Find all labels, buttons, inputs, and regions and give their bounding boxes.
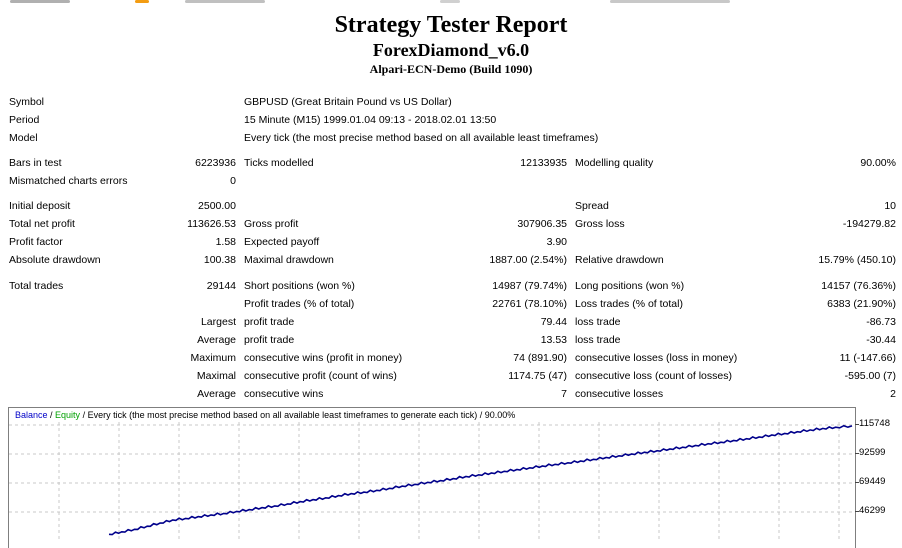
deposit-label: Initial deposit	[9, 200, 71, 212]
strip-fragment	[185, 0, 265, 3]
grossloss-label: Gross loss	[575, 218, 625, 230]
average-profit-value: 13.53	[540, 334, 567, 346]
period-label: Period	[9, 114, 40, 126]
mismatch-label: Mismatched charts errors	[9, 175, 128, 187]
maximal-profit-value: 1174.75 (47)	[508, 370, 567, 382]
bars-value: 6223936	[195, 157, 236, 169]
avgcons-label: Average	[197, 388, 236, 400]
maximal-label: Maximal	[196, 370, 236, 382]
avg-losses-label: consecutive losses	[575, 388, 664, 400]
maximum-label: Maximum	[190, 352, 236, 364]
grossprofit-label: Gross profit	[244, 218, 299, 230]
ticks-label: Ticks modelled	[244, 157, 314, 169]
trades-label: Total trades	[9, 280, 64, 292]
spread-label: Spread	[575, 200, 609, 212]
spread-value: 10	[884, 200, 896, 212]
max-wins-label: consecutive wins (profit in money)	[244, 352, 403, 364]
long-value: 14157 (76.36%)	[821, 280, 896, 292]
short-value: 14987 (79.74%)	[492, 280, 567, 292]
grossprofit-value: 307906.35	[517, 218, 567, 230]
netprofit-label: Total net profit	[9, 218, 75, 230]
largest-profit-label: profit trade	[244, 316, 295, 328]
profittrades-value: 22761 (78.10%)	[492, 298, 567, 310]
strip-fragment	[440, 0, 460, 3]
pf-value: 1.58	[215, 236, 236, 248]
legend-equity: Equity	[55, 410, 81, 420]
long-label: Long positions (won %)	[575, 280, 685, 292]
y-tick-label: 115748	[859, 418, 890, 429]
avg-wins-value: 7	[561, 388, 567, 400]
strip-fragment	[135, 0, 149, 3]
short-label: Short positions (won %)	[244, 280, 355, 292]
average-profit-label: profit trade	[244, 334, 295, 346]
reldd-value: 15.79% (450.10)	[818, 254, 896, 266]
y-tick-mark	[855, 482, 859, 483]
profittrades-label: Profit trades (% of total)	[244, 298, 355, 310]
average-loss-label: loss trade	[575, 334, 621, 346]
y-tick-mark	[855, 453, 859, 454]
largest-label: Largest	[200, 316, 236, 328]
pf-label: Profit factor	[9, 236, 63, 248]
legend-balance: Balance	[15, 410, 48, 420]
legend-separator: /	[47, 410, 56, 420]
legend-description: / Every tick (the most precise method ba…	[80, 410, 516, 420]
maxdd-value: 1887.00 (2.54%)	[489, 254, 567, 266]
y-tick-label: 92599	[859, 447, 886, 458]
avg-losses-value: 2	[890, 388, 896, 400]
payoff-value: 3.90	[546, 236, 567, 248]
mismatch-value: 0	[230, 175, 236, 187]
maximal-profit-label: consecutive profit (count of wins)	[244, 370, 397, 382]
average-label: Average	[197, 334, 236, 346]
report-title: Strategy Tester Report	[334, 12, 568, 38]
quality-value: 90.00%	[860, 157, 896, 169]
largest-loss-label: loss trade	[575, 316, 621, 328]
y-tick-label: 46299	[859, 505, 886, 516]
strip-fragment	[610, 0, 730, 3]
expert-name: ForexDiamond_v6.0	[372, 40, 530, 60]
y-tick-label: 69449	[859, 476, 886, 487]
deposit-value: 2500.00	[198, 200, 236, 212]
y-axis: 115748 92599 69449 46299	[855, 407, 902, 538]
chart-plot	[9, 422, 855, 539]
largest-loss-value: -86.73	[866, 316, 896, 328]
maxdd-label: Maximal drawdown	[244, 254, 334, 266]
symbol-label: Symbol	[9, 96, 45, 108]
largest-profit-value: 79.44	[540, 316, 567, 328]
strip-fragment	[10, 0, 70, 3]
grossloss-value: -194279.82	[842, 218, 896, 230]
server-name: Alpari-ECN-Demo (Build 1090)	[369, 62, 533, 76]
model-label: Model	[9, 132, 38, 144]
avg-wins-label: consecutive wins	[244, 388, 324, 400]
balance-line	[108, 424, 853, 536]
losstrades-label: Loss trades (% of total)	[575, 298, 683, 310]
trades-value: 29144	[206, 280, 236, 292]
bars-label: Bars in test	[9, 157, 62, 169]
ticks-value: 12133935	[520, 157, 567, 169]
average-loss-value: -30.44	[866, 334, 896, 346]
losstrades-value: 6383 (21.90%)	[827, 298, 896, 310]
absdd-value: 100.38	[203, 254, 236, 266]
top-strip	[0, 0, 902, 6]
y-tick-mark	[855, 424, 859, 425]
maximal-loss-value: -595.00 (7)	[844, 370, 896, 382]
absdd-label: Absolute drawdown	[9, 254, 101, 266]
y-tick-mark	[855, 511, 859, 512]
model-value: Every tick (the most precise method base…	[244, 132, 599, 144]
netprofit-value: 113626.53	[187, 218, 236, 230]
max-losses-value: 11 (-147.66)	[839, 352, 896, 364]
symbol-value: GBPUSD (Great Britain Pound vs US Dollar…	[244, 96, 452, 108]
max-losses-label: consecutive losses (loss in money)	[575, 352, 738, 364]
payoff-label: Expected payoff	[244, 236, 320, 248]
chart-legend: Balance / Equity / Every tick (the most …	[15, 410, 515, 420]
period-value: 15 Minute (M15) 1999.01.04 09:13 - 2018.…	[244, 114, 497, 126]
reldd-label: Relative drawdown	[575, 254, 664, 266]
maximal-loss-label: consecutive loss (count of losses)	[575, 370, 732, 382]
quality-label: Modelling quality	[575, 157, 654, 169]
balance-chart: Balance / Equity / Every tick (the most …	[8, 407, 856, 548]
max-wins-value: 74 (891.90)	[513, 352, 567, 364]
